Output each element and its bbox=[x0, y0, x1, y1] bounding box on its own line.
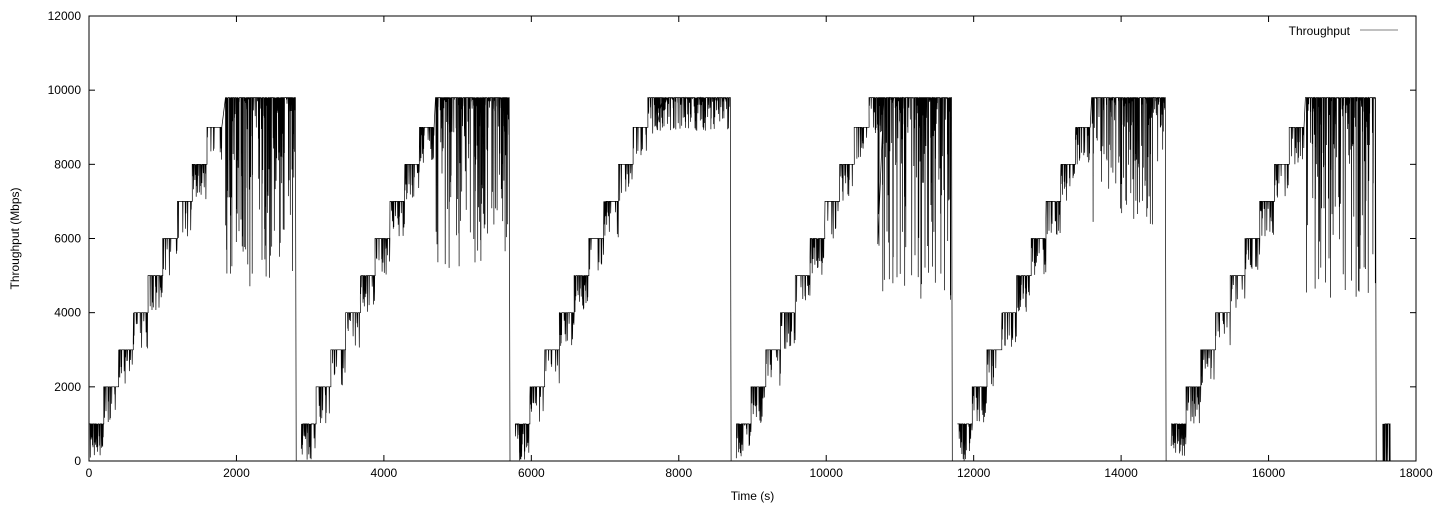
series-throughput-cycle bbox=[514, 96, 737, 462]
series-throughput-cycle bbox=[735, 96, 958, 462]
x-tick-label: 14000 bbox=[1104, 466, 1138, 480]
legend: Throughput bbox=[1289, 24, 1398, 38]
y-tick-label: 4000 bbox=[54, 306, 81, 320]
series-throughput-cycle bbox=[1170, 96, 1383, 462]
y-tick-label: 2000 bbox=[54, 380, 81, 394]
x-tick-label: 16000 bbox=[1252, 466, 1286, 480]
axes-layer: 0 2000 4000 6000 8000 10000 12000 14000 16000 180… bbox=[48, 9, 1433, 480]
y-axis-title: Throughput (Mbps) bbox=[8, 187, 22, 289]
series-throughput-cycle bbox=[300, 96, 515, 462]
x-tick-label: 6000 bbox=[518, 466, 545, 480]
y-tick-label: 12000 bbox=[48, 9, 82, 23]
plot-frame bbox=[88, 15, 1417, 462]
y-tick-label: 6000 bbox=[54, 232, 81, 246]
y-tick-label: 10000 bbox=[48, 83, 82, 97]
x-tick-label: 4000 bbox=[371, 466, 398, 480]
x-tick-label: 18000 bbox=[1399, 466, 1433, 480]
x-tick-label: 8000 bbox=[665, 466, 692, 480]
series-throughput-cycle bbox=[957, 96, 1172, 462]
x-tick-label: 10000 bbox=[810, 466, 844, 480]
x-tick-label: 0 bbox=[86, 466, 93, 480]
y-tick-label: 8000 bbox=[54, 157, 81, 171]
x-tick-label: 12000 bbox=[957, 466, 991, 480]
series-throughput-tail bbox=[1382, 423, 1391, 462]
series-layer bbox=[89, 96, 1391, 462]
x-axis-title: Time (s) bbox=[731, 489, 775, 503]
y-tick-label: 0 bbox=[74, 454, 81, 468]
x-tick-label: 2000 bbox=[223, 466, 250, 480]
series-throughput-cycle bbox=[89, 97, 302, 462]
legend-label: Throughput bbox=[1289, 24, 1351, 38]
